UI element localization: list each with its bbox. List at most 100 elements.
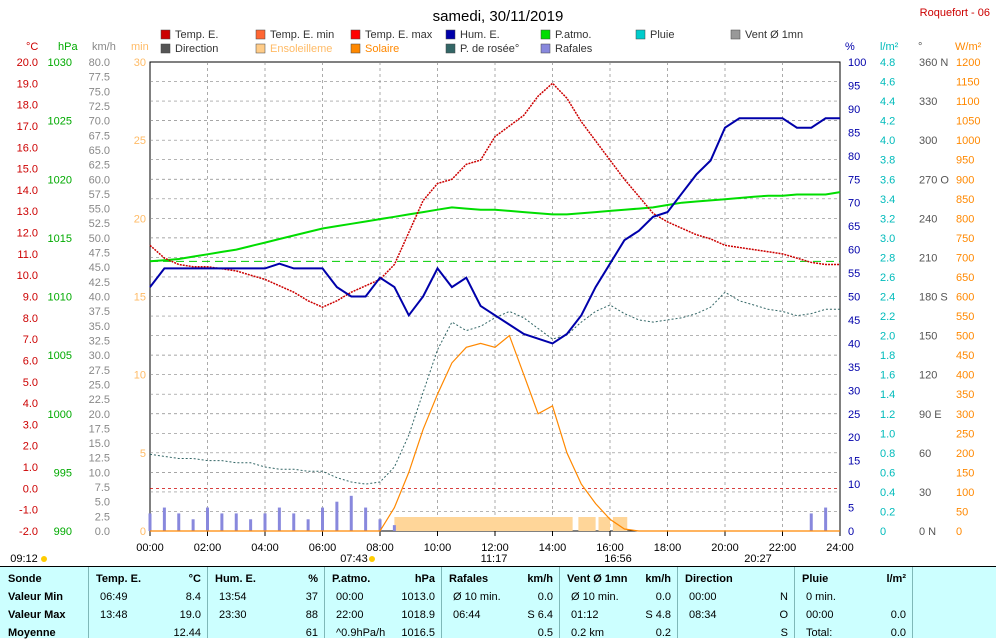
dir-tick: 360 N [919, 57, 948, 69]
press-tick: 1020 [48, 174, 72, 186]
hum-tick: 90 [848, 104, 860, 116]
solar-tick: 1000 [956, 135, 980, 147]
legend-swatch [350, 29, 361, 40]
temp-tick: 3.0 [23, 419, 38, 431]
stats-time: 13:48 [100, 609, 128, 621]
stats-time: 00:00 [689, 591, 717, 603]
dir-tick: 30 [919, 487, 931, 499]
stats-title: P.atmo. [332, 573, 371, 585]
solar-tick: 850 [956, 194, 974, 206]
stats-value: 8.4 [185, 591, 201, 603]
x-tick: 24:00 [826, 542, 854, 554]
stats-column-dir: Direction 00:00 N 08:34 O S [677, 567, 795, 639]
stats-value: 0.0 [655, 591, 671, 603]
legend-label: P. de rosée° [460, 43, 519, 55]
hum-tick: 45 [848, 315, 860, 327]
wind-tick: 40.0 [89, 292, 110, 304]
stats-value: 0.0 [890, 609, 906, 621]
legend-label: Temp. E. [175, 29, 218, 41]
wind-tick: 52.5 [89, 218, 110, 230]
hum-tick: 0 [848, 526, 854, 538]
x-tick: 02:00 [194, 542, 222, 554]
hum-tick: 40 [848, 338, 860, 350]
solar-tick: 150 [956, 467, 974, 479]
press-tick: 1000 [48, 409, 72, 421]
wind-tick: 10.0 [89, 467, 110, 479]
wind-tick: 47.5 [89, 248, 110, 260]
rain-tick: 1.8 [880, 350, 895, 362]
dir-tick: 120 [919, 370, 937, 382]
legend-label: Hum. E. [460, 29, 500, 41]
wind-tick: 35.0 [89, 321, 110, 333]
rain-tick: 3.4 [880, 194, 895, 206]
legend-label: Solaire [365, 43, 399, 55]
wind-tick: 67.5 [89, 130, 110, 142]
stats-title: Sonde [8, 573, 42, 585]
sun-event: 16:56 [604, 553, 632, 565]
solar-tick: 500 [956, 331, 974, 343]
rain-tick: 3.0 [880, 233, 895, 245]
temp-tick: 15.0 [17, 164, 38, 176]
stats-value: S [780, 627, 788, 639]
legend-swatch [540, 43, 551, 54]
dir-tick: 330 [919, 96, 937, 108]
legend-swatch [255, 43, 266, 54]
dir-tick: 180 S [919, 292, 948, 304]
min-tick: 30 [134, 57, 146, 69]
solar-tick: 900 [956, 174, 974, 186]
stats-time: 01:12 [571, 609, 599, 621]
solar-tick: 50 [956, 506, 968, 518]
temp-tick: 18.0 [17, 100, 38, 112]
dir-tick: 240 [919, 213, 937, 225]
dir-tick: 60 [919, 448, 931, 460]
rain-tick: 4.0 [880, 135, 895, 147]
stats-panel: Sonde Valeur Min Valeur Max Moyenne Temp. E.… [0, 566, 996, 639]
axis-unit: % [845, 41, 855, 53]
stats-value: 88 [305, 609, 318, 621]
axis-unit: hPa [58, 41, 78, 53]
wind-tick: 60.0 [89, 174, 110, 186]
stats-column-press: P.atmo. hPa 00:00 1013.0 22:00 1018.9 ^0.9hPa/… [324, 567, 442, 639]
dewpoint-line [149, 291, 840, 485]
temp-line [149, 82, 840, 309]
stats-time: 00:00 [336, 591, 364, 603]
hum-tick: 60 [848, 245, 860, 257]
solar-tick: 200 [956, 448, 974, 460]
solar-tick: 700 [956, 252, 974, 264]
min-tick: 25 [134, 135, 146, 147]
rain-tick: 1.4 [880, 389, 895, 401]
stats-time: Total: [806, 627, 833, 639]
stats-value: 1018.9 [401, 609, 435, 621]
stats-column-gust: Rafales km/h Ø 10 min. 0.0 06:44 S 6.4 0.5 [441, 567, 560, 639]
stats-time: 08:34 [689, 609, 717, 621]
stats-value: 0.0 [890, 627, 906, 639]
temp-tick: -1.0 [19, 505, 38, 517]
dir-tick: 210 [919, 252, 937, 264]
stats-value: S 6.4 [527, 609, 553, 621]
sun-icon [41, 556, 47, 562]
stats-column-hum: Hum. E.% 13:54 37 23:30 88 61 [207, 567, 325, 639]
x-tick: 22:00 [769, 542, 797, 554]
min-tick: 20 [134, 213, 146, 225]
x-tick: 14:00 [539, 542, 567, 554]
stats-value: 1016.5 [401, 627, 435, 639]
press-tick: 1010 [48, 292, 72, 304]
rain-tick: 2.0 [880, 331, 895, 343]
rain-tick: 0.2 [880, 506, 895, 518]
wind-tick: 7.5 [95, 482, 110, 494]
temp-tick: 0.0 [23, 483, 38, 495]
wind-tick: 42.5 [89, 277, 110, 289]
dir-tick: 300 [919, 135, 937, 147]
stats-value: S 4.8 [645, 609, 671, 621]
legend-swatch [350, 43, 361, 54]
dir-tick: 270 O [919, 174, 949, 186]
press-tick: 990 [54, 526, 72, 538]
solar-tick: 750 [956, 233, 974, 245]
stats-column-wind: Vent Ø 1mn km/h Ø 10 min. 0.0 01:12 S 4.8 0.2 … [559, 567, 678, 639]
axis-unit: °C [26, 41, 38, 53]
solar-tick: 250 [956, 428, 974, 440]
temp-tick: -2.0 [19, 526, 38, 538]
axis-unit: l/m² [880, 41, 899, 53]
stats-column-rain: Pluie l/m² 0 min. 00:00 0.0 Total: 0.0 [794, 567, 913, 639]
stats-value: 61 [305, 627, 318, 639]
